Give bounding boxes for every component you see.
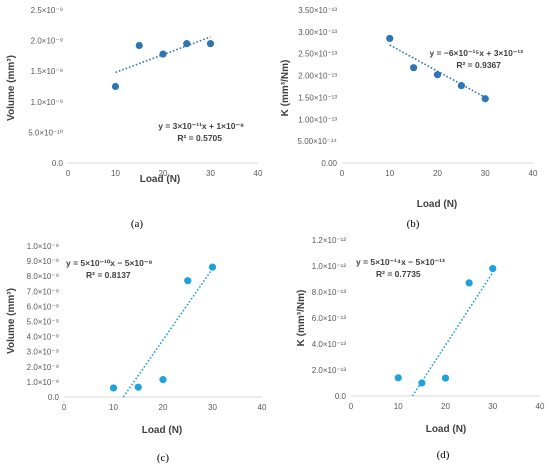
- y-tick-label: 1.0×10⁻⁹: [27, 378, 59, 387]
- panel-caption: (d): [437, 449, 450, 461]
- y-tick-label: 2.0×10⁻⁹: [27, 363, 59, 372]
- data-point: [433, 71, 442, 79]
- y-tick-label: 1.0×10⁻⁸: [27, 242, 59, 251]
- data-point: [183, 40, 191, 48]
- y-tick-label: 2.5×10⁻⁹: [31, 6, 63, 15]
- trend-equation: y = −6×10⁻¹⁵x + 3×10⁻¹³: [429, 48, 523, 58]
- x-tick-label: 40: [254, 169, 263, 178]
- trendline: [411, 272, 494, 397]
- y-tick-label: 1.0×10⁻⁹: [31, 98, 63, 107]
- y-tick-label: 5.0×10⁻¹⁰: [28, 128, 63, 137]
- x-tick-label: 10: [385, 169, 394, 178]
- x-tick-label: 20: [159, 169, 168, 178]
- y-tick-label: 4.0×10⁻⁹: [27, 333, 59, 342]
- y-tick-label: 2.0×10⁻⁹: [31, 37, 63, 46]
- data-point: [135, 41, 143, 50]
- x-tick-label: 30: [481, 169, 490, 178]
- y-axis-title: K (mm³/Nm): [280, 60, 291, 117]
- x-tick-label: 10: [111, 169, 120, 178]
- trend-equation: y = 5×10⁻¹⁰x − 5×10⁻⁹: [66, 258, 152, 268]
- x-tick-label: 0: [340, 169, 345, 178]
- panel-caption: (a): [131, 218, 144, 230]
- chart-panel-a: 0.0 5.0×10⁻¹⁰ 1.0×10⁻⁹ 1.5×10⁻⁹ 2.0×10⁻⁹ 2.5×…: [6, 6, 263, 230]
- y-tick-label: 6.0×10⁻⁹: [27, 302, 59, 311]
- x-tick-label: 0: [62, 403, 67, 412]
- chart-panel-d: 0.0 2.0×10⁻¹³ 4.0×10⁻¹³ 6.0×10⁻¹³ 8.0×10⁻¹³ 1…: [296, 236, 545, 461]
- x-axis-title: Load (N): [417, 199, 458, 210]
- x-axis-title: Load (N): [140, 174, 181, 185]
- x-tick-label: 40: [536, 402, 545, 411]
- chart-panel-b: 0.00 5.00×10⁻¹⁴ 1.00×10⁻¹³ 1.50×10⁻¹³ 2.00×1…: [280, 6, 538, 230]
- x-tick-label: 20: [441, 402, 450, 411]
- data-point: [111, 82, 120, 91]
- trendline: [122, 268, 214, 398]
- data-point: [410, 64, 418, 72]
- y-tick-label: 8.0×10⁻⁹: [27, 272, 59, 281]
- data-point: [465, 279, 473, 287]
- data-point: [208, 263, 217, 271]
- r-squared-label: R² = 0.7735: [376, 269, 421, 279]
- data-point: [457, 82, 465, 90]
- trend-equation: y = 5×10⁻¹⁴x − 5×10⁻¹³: [356, 257, 445, 267]
- y-tick-label: 8.0×10⁻¹³: [312, 288, 347, 297]
- y-tick-label: 3.50×10⁻¹³: [298, 6, 337, 15]
- y-tick-label: 3.00×10⁻¹³: [298, 28, 337, 37]
- y-tick-label: 9.0×10⁻⁹: [27, 257, 59, 266]
- data-point: [159, 376, 167, 384]
- y-tick-label: 5.0×10⁻⁹: [27, 318, 59, 327]
- x-axis-title: Load (N): [426, 424, 467, 435]
- data-point: [441, 374, 450, 382]
- y-axis-title: K (mm³/Nm): [296, 290, 307, 347]
- x-tick-label: 0: [349, 402, 354, 411]
- x-tick-label: 40: [529, 169, 538, 178]
- x-tick-label: 30: [208, 403, 217, 412]
- y-tick-label: 2.50×10⁻¹³: [298, 50, 337, 59]
- panel-caption: (c): [157, 452, 170, 464]
- y-tick-label: 1.00×10⁻¹³: [298, 115, 337, 124]
- y-tick-label: 0.00: [321, 159, 337, 168]
- x-tick-label: 10: [394, 402, 403, 411]
- y-tick-label: 6.0×10⁻¹³: [312, 314, 347, 323]
- x-tick-label: 20: [433, 169, 442, 178]
- r-squared-label: R² = 0.5705: [177, 133, 222, 143]
- x-tick-label: 30: [206, 169, 215, 178]
- y-tick-label: 1.2×10⁻¹²: [312, 236, 347, 245]
- panel-caption: (b): [407, 218, 420, 230]
- x-tick-label: 0: [66, 169, 71, 178]
- data-point: [109, 384, 118, 392]
- y-tick-label: 0.0: [335, 392, 347, 401]
- y-axis-title: Volume (mm³): [6, 55, 17, 121]
- y-tick-label: 0.0: [52, 159, 64, 168]
- r-squared-label: R² = 0.8137: [86, 270, 131, 280]
- x-tick-label: 30: [488, 402, 497, 411]
- trend-equation: y = 3×10⁻¹¹x + 1×10⁻⁹: [158, 121, 244, 131]
- y-tick-label: 5.00×10⁻¹⁴: [298, 137, 338, 146]
- y-tick-label: 1.0×10⁻¹²: [312, 262, 347, 271]
- data-point: [418, 379, 426, 387]
- data-point: [489, 265, 497, 273]
- data-point: [394, 374, 402, 382]
- y-tick-label: 4.0×10⁻¹³: [312, 340, 347, 349]
- y-tick-label: 1.50×10⁻¹³: [298, 93, 337, 102]
- data-point: [159, 50, 167, 58]
- y-axis-title: Volume (mm³): [6, 288, 17, 354]
- y-tick-label: 2.00×10⁻¹³: [298, 72, 337, 81]
- data-point: [481, 95, 489, 103]
- x-tick-label: 10: [109, 403, 118, 412]
- y-tick-label: 0.0: [48, 393, 60, 402]
- x-axis-title: Load (N): [142, 425, 183, 436]
- data-point: [206, 40, 215, 48]
- x-tick-label: 20: [159, 403, 168, 412]
- data-point: [386, 34, 394, 43]
- data-point: [134, 383, 142, 391]
- y-tick-label: 3.0×10⁻⁹: [27, 348, 59, 357]
- y-tick-label: 7.0×10⁻⁹: [27, 287, 59, 296]
- r-squared-label: R² = 0.9367: [456, 60, 501, 70]
- chart-panel-c: 0.0 1.0×10⁻⁹ 2.0×10⁻⁹ 3.0×10⁻⁹ 4.0×10⁻⁹ 5.0×1…: [6, 242, 267, 464]
- y-tick-label: 2.0×10⁻¹³: [312, 366, 347, 375]
- y-tick-label: 1.5×10⁻⁹: [31, 67, 63, 76]
- data-point: [184, 277, 192, 285]
- x-tick-label: 40: [258, 403, 267, 412]
